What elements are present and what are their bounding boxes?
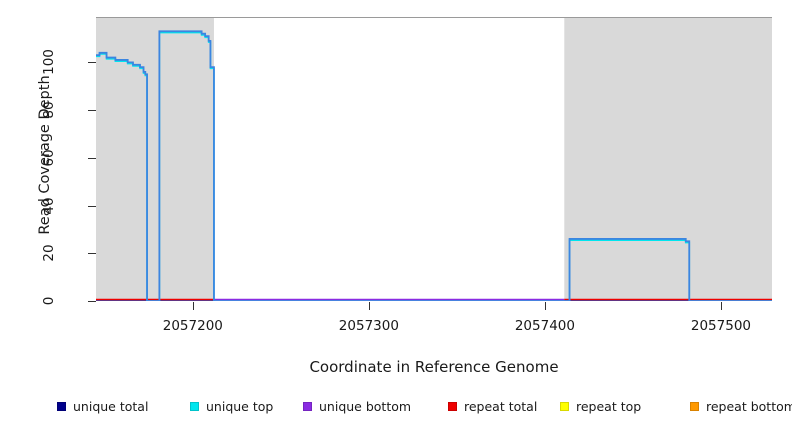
y-axis-tick-label: 60 xyxy=(41,149,57,167)
legend-swatch-icon xyxy=(560,401,569,411)
x-axis-tick-mark xyxy=(720,302,722,310)
y-axis-tick-label: 20 xyxy=(41,244,57,262)
legend-label: unique total xyxy=(73,398,149,414)
shaded-repeat-region xyxy=(564,17,772,301)
chart-legend: unique total unique top unique bottom repea… xyxy=(0,396,792,420)
legend-swatch-icon xyxy=(57,401,66,411)
x-axis-tick-label: 2057500 xyxy=(690,318,751,334)
plot-canvas xyxy=(96,17,772,301)
y-axis-tick-label-wrap: 80 xyxy=(26,100,72,120)
legend-item-repeat-top[interactable]: repeat top xyxy=(560,396,641,416)
legend-item-unique-total[interactable]: unique total xyxy=(57,396,148,416)
plot-panel xyxy=(96,17,772,301)
legend-item-repeat-bottom[interactable]: repeat bottom xyxy=(690,396,792,416)
x-axis-tick-label: 2057200 xyxy=(162,318,223,334)
x-axis-tick-label: 2057400 xyxy=(514,318,575,334)
x-axis-title: Coordinate in Reference Genome xyxy=(309,358,559,376)
y-axis-tick-label: 80 xyxy=(41,101,57,119)
legend-swatch-icon xyxy=(303,401,312,411)
x-axis-tick-mark xyxy=(192,302,194,310)
y-axis-tick-label-wrap: 40 xyxy=(26,196,72,216)
y-axis-tick-mark xyxy=(88,110,96,112)
y-axis-tick-label: 40 xyxy=(41,196,57,215)
legend-label: repeat bottom xyxy=(706,398,792,414)
y-axis-tick-mark xyxy=(88,301,96,302)
x-axis-tick-mark xyxy=(368,302,370,310)
coverage-trace xyxy=(96,30,772,301)
y-axis-tick-mark xyxy=(88,157,96,159)
legend-swatch-icon xyxy=(690,401,699,411)
y-axis-tick-label: 100 xyxy=(41,49,57,76)
y-axis-tick-mark xyxy=(88,253,96,255)
x-axis-tick-mark xyxy=(544,302,546,310)
y-axis-tick-label-wrap: 100 xyxy=(26,49,72,75)
legend-label: repeat total xyxy=(464,398,538,414)
legend-label: unique bottom xyxy=(319,398,412,414)
legend-label: unique top xyxy=(206,398,274,414)
y-axis-tick-mark xyxy=(88,205,96,207)
legend-item-unique-bottom[interactable]: unique bottom xyxy=(303,396,411,416)
y-axis-tick-label: 0 xyxy=(41,296,57,306)
legend-item-repeat-total[interactable]: repeat total xyxy=(448,396,537,416)
legend-label: repeat top xyxy=(576,398,642,414)
legend-swatch-icon xyxy=(448,401,457,411)
y-axis-tick-label-wrap: 0 xyxy=(26,291,72,311)
y-axis-tick-label-wrap: 20 xyxy=(26,243,72,263)
shaded-repeat-region xyxy=(96,17,214,301)
legend-swatch-icon xyxy=(190,401,199,411)
legend-item-unique-top[interactable]: unique top xyxy=(190,396,273,416)
x-axis-tick-label: 2057300 xyxy=(338,318,399,334)
y-axis-tick-label-wrap: 60 xyxy=(26,148,72,168)
y-axis-tick-mark xyxy=(88,62,96,64)
